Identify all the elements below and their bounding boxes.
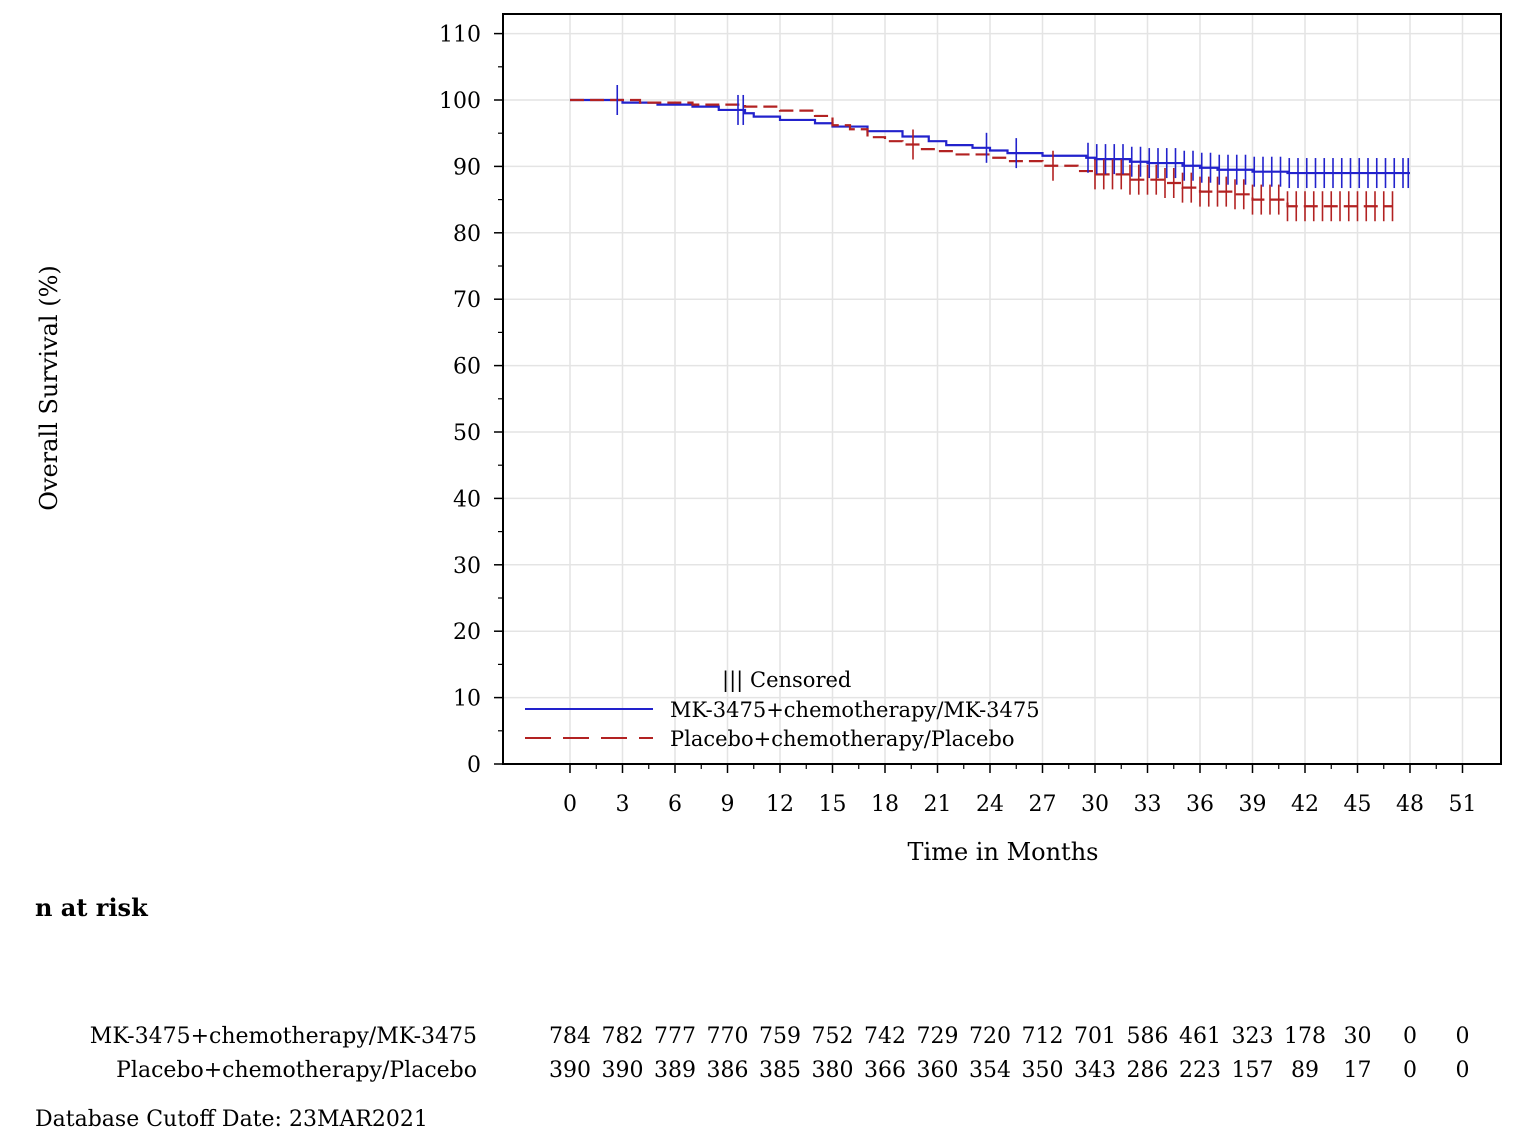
legend-censored-label: Censored [750,668,851,692]
plot-frame [502,13,1502,765]
risk-value-series-2: 390 [602,1058,644,1083]
risk-value-series-1: 30 [1344,1024,1372,1049]
x-tick-label: 24 [976,792,1004,817]
risk-value-series-2: 366 [864,1058,906,1083]
risk-value-series-2: 385 [759,1058,801,1083]
risk-value-series-1: 178 [1284,1024,1326,1049]
risk-value-series-2: 360 [917,1058,959,1083]
y-tick-label: 80 [453,222,481,247]
risk-value-series-1: 729 [917,1024,959,1049]
risk-value-series-1: 782 [602,1024,644,1049]
censor-marks [616,85,1410,222]
risk-value-series-1: 586 [1127,1024,1169,1049]
risk-value-series-2: 343 [1074,1058,1116,1083]
x-tick-label: 30 [1081,792,1109,817]
risk-value-series-1: 770 [707,1024,749,1049]
risk-table-title: n at risk [35,893,149,922]
x-tick-label: 3 [616,792,630,817]
risk-value-series-2: 286 [1127,1058,1169,1083]
x-tick-label: 6 [668,792,682,817]
y-tick-label: 40 [453,487,481,512]
x-tick-label: 36 [1186,792,1214,817]
risk-value-series-1: 701 [1074,1024,1116,1049]
legend-entry-series-1: MK-3475+chemotherapy/MK-3475 [670,698,1040,722]
y-tick-label: 30 [453,554,481,579]
database-cutoff-note: Database Cutoff Date: 23MAR2021 [35,1107,428,1132]
risk-value-series-2: 354 [969,1058,1011,1083]
risk-value-series-2: 350 [1022,1058,1064,1083]
x-tick-label: 9 [721,792,735,817]
x-tick-label: 33 [1134,792,1162,817]
risk-value-series-1: 759 [759,1024,801,1049]
risk-value-series-2: 0 [1456,1058,1470,1083]
risk-table-values: 784 782 777 770 759 752 742 729 720 712 701 586 461 3… [549,1024,1470,1083]
x-tick-label: 15 [819,792,847,817]
y-tick-label: 50 [453,421,481,446]
risk-value-series-2: 89 [1291,1058,1319,1083]
x-tick-label: 42 [1291,792,1319,817]
risk-value-series-1: 784 [549,1024,591,1049]
y-tick-label: 100 [439,89,481,114]
axes: 0 3 6 9 12 15 18 21 24 27 30 33 36 39 42 45 48 5101020304… [439,23,1477,817]
y-tick-label: 10 [453,687,481,712]
x-tick-label: 39 [1239,792,1267,817]
y-tick-label: 60 [453,355,481,380]
risk-value-series-2: 17 [1344,1058,1372,1083]
risk-value-series-2: 0 [1403,1058,1417,1083]
risk-value-series-1: 742 [864,1024,906,1049]
risk-value-series-1: 0 [1403,1024,1417,1049]
risk-value-series-2: 386 [707,1058,749,1083]
y-tick-label: 110 [439,23,481,48]
risk-value-series-1: 777 [654,1024,696,1049]
legend: ||| Censored MK-3475+chemotherapy/MK-347… [525,668,1040,751]
risk-row-label-series-1: MK-3475+chemotherapy/MK-3475 [90,1024,477,1049]
legend-censor-symbol: ||| [722,668,743,693]
x-tick-label: 21 [924,792,952,817]
risk-value-series-1: 712 [1022,1024,1064,1049]
risk-value-series-1: 461 [1179,1024,1221,1049]
risk-row-label-series-2: Placebo+chemotherapy/Placebo [116,1058,477,1083]
y-tick-label: 90 [453,155,481,180]
risk-value-series-1: 323 [1232,1024,1274,1049]
risk-value-series-2: 223 [1179,1058,1221,1083]
y-tick-label: 0 [467,753,481,778]
risk-value-series-1: 720 [969,1024,1011,1049]
risk-value-series-1: 0 [1456,1024,1470,1049]
risk-value-series-1: 752 [812,1024,854,1049]
x-tick-label: 12 [766,792,794,817]
x-tick-label: 51 [1449,792,1477,817]
y-tick-label: 70 [453,288,481,313]
y-tick-label: 20 [453,620,481,645]
risk-value-series-2: 380 [812,1058,854,1083]
x-tick-label: 45 [1344,792,1372,817]
x-tick-label: 48 [1396,792,1424,817]
y-axis-title: Overall Survival (%) [35,265,63,511]
legend-entry-series-2: Placebo+chemotherapy/Placebo [670,727,1014,751]
x-axis-title: Time in Months [908,838,1099,866]
x-tick-label: 0 [563,792,577,817]
risk-value-series-2: 157 [1232,1058,1274,1083]
x-tick-label: 18 [871,792,899,817]
gridlines [503,14,1501,765]
risk-value-series-2: 389 [654,1058,696,1083]
x-tick-label: 27 [1029,792,1057,817]
risk-value-series-2: 390 [549,1058,591,1083]
survival-curve-series-1 [570,98,1410,175]
